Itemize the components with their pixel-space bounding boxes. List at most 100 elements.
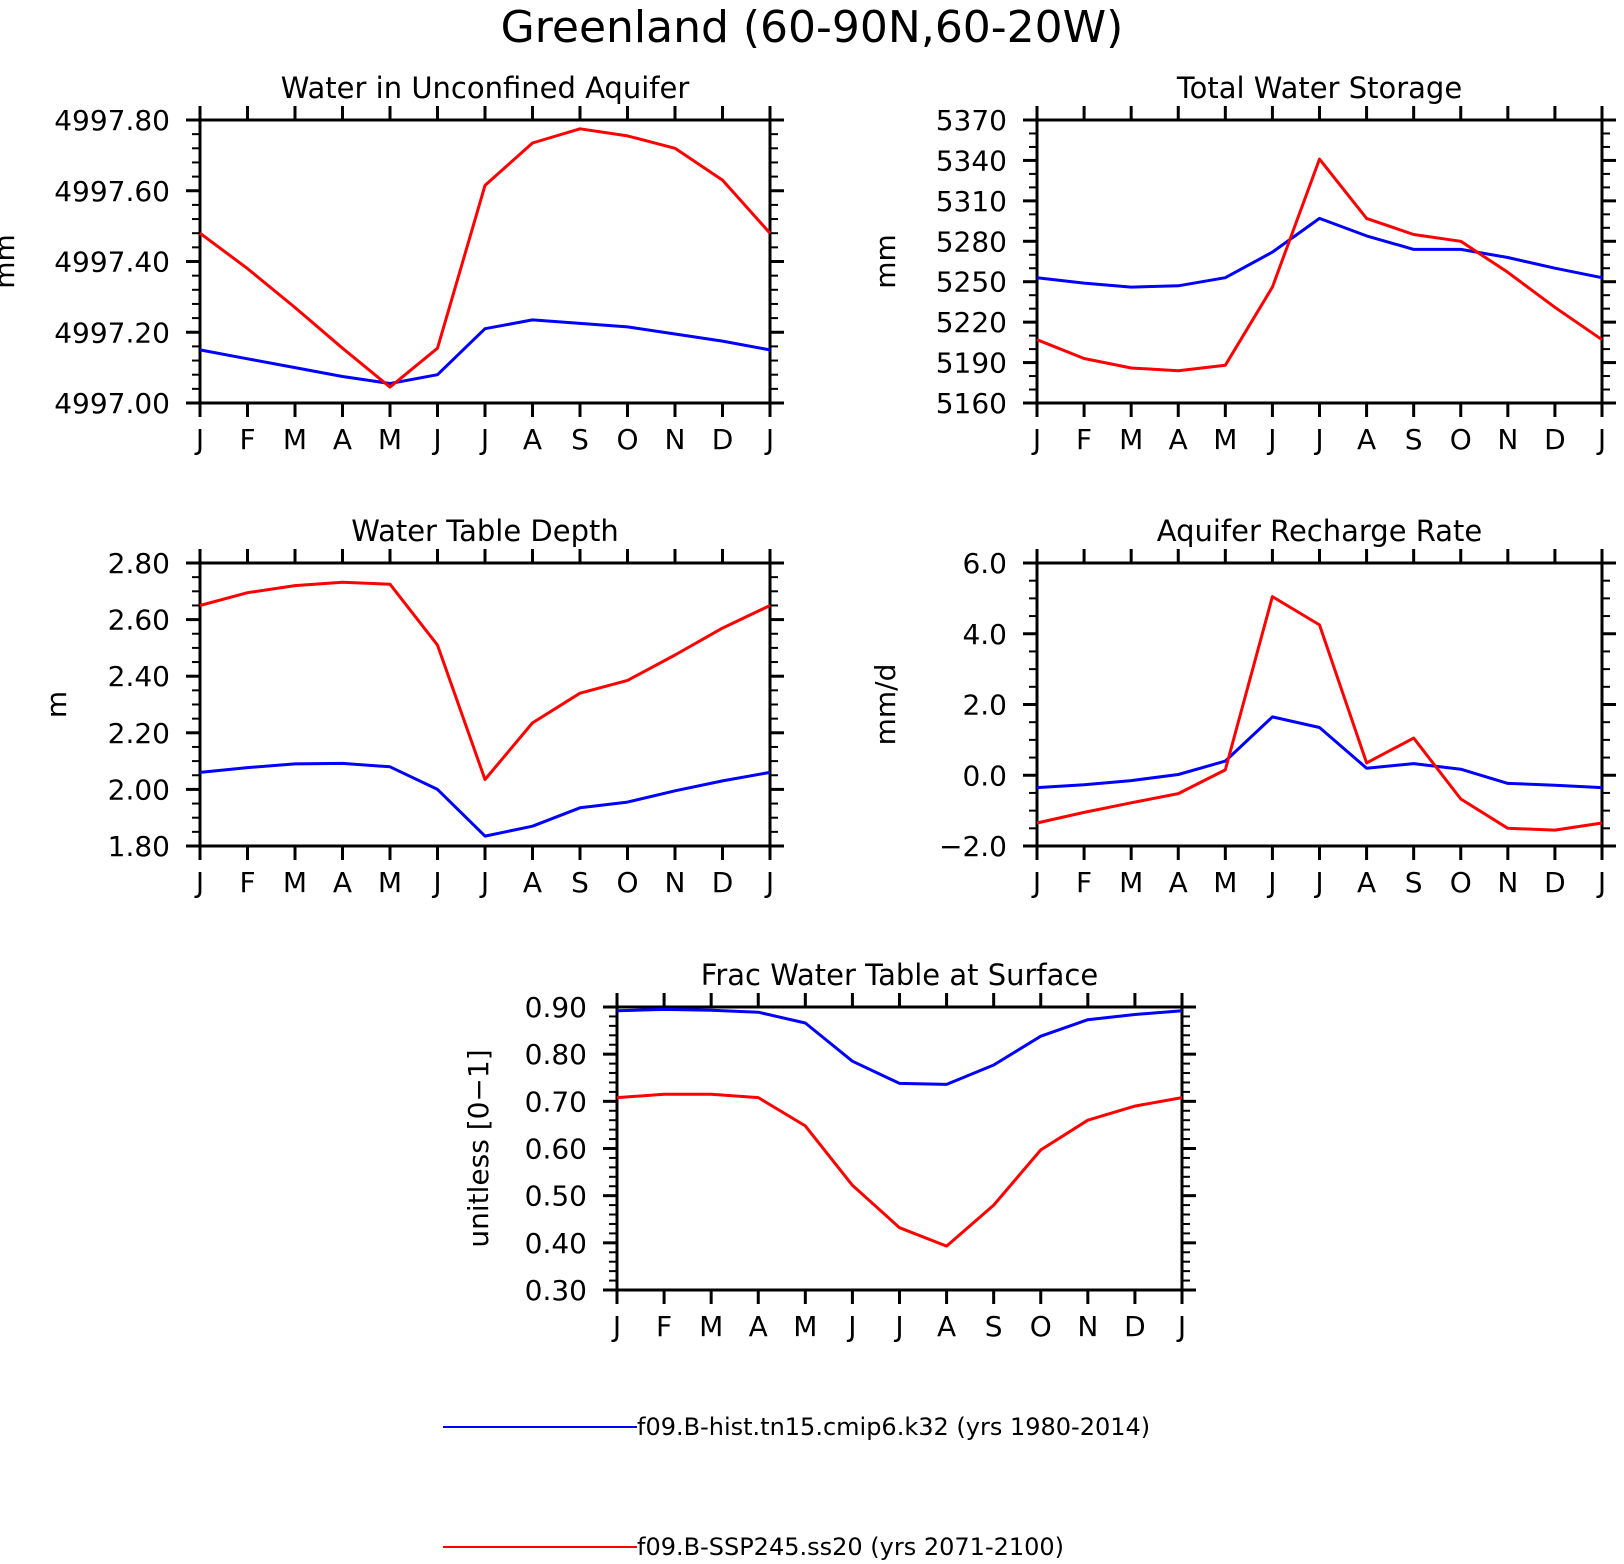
x-tick-label: J [764, 423, 774, 456]
y-tick-label: 4997.00 [54, 387, 170, 420]
y-tick-label: 5160 [936, 387, 1007, 420]
y-tick-label: 2.00 [108, 773, 170, 806]
x-tick-label: D [1124, 1310, 1146, 1343]
x-tick-label: A [1357, 866, 1376, 899]
x-tick-label: D [1544, 423, 1566, 456]
x-tick-label: J [479, 423, 489, 456]
plot-frame [198, 118, 772, 405]
x-tick-label: J [194, 866, 204, 899]
y-tick-label: 0.60 [525, 1133, 587, 1166]
y-tick-label: 2.0 [962, 689, 1007, 722]
panel-1: Water in Unconfined Aquifer 4997.00 4997.2… [0, 71, 784, 456]
y-tick-label: 4997.40 [54, 246, 170, 279]
legend-item-2: f09.B-SSP245.ss20 (yrs 2071-2100) [443, 1533, 1064, 1561]
plot-frame [615, 1005, 1184, 1292]
y-tick-label: 2.20 [108, 717, 170, 750]
x-tick-label: J [1313, 423, 1323, 456]
x-tick-label: J [893, 1310, 903, 1343]
x-tick-label: O [1450, 866, 1472, 899]
x-tick-label: M [699, 1310, 723, 1343]
legend-label: f09.B-SSP245.ss20 (yrs 2071-2100) [637, 1533, 1064, 1561]
x-tick-label: J [431, 423, 441, 456]
y-axis-label: mm [869, 234, 902, 289]
x-tick-label: S [571, 866, 589, 899]
main-title: Greenland (60-90N,60-20W) [501, 2, 1124, 53]
x-tick-label: J [1313, 866, 1323, 899]
x-tick-label: D [712, 866, 734, 899]
panel-title: Total Water Storage [1176, 71, 1462, 105]
x-tick-label: A [937, 1310, 956, 1343]
series-line-ssp [199, 580, 771, 781]
series-line-hist [616, 1007, 1183, 1086]
panel-4: Aquifer Recharge Rate−2.00.02.04.06.0J F M… [869, 514, 1616, 899]
x-tick-label: A [523, 423, 542, 456]
x-tick-label: M [283, 866, 307, 899]
y-tick-label: 0.90 [525, 991, 587, 1024]
y-axis-label: m [40, 691, 73, 718]
x-tick-label: M [1119, 423, 1143, 456]
x-tick-label: F [656, 1310, 672, 1343]
x-tick-label: S [985, 1310, 1003, 1343]
y-tick-label: 6.0 [962, 547, 1007, 580]
x-tick-label: J [479, 866, 489, 899]
x-tick-label: M [793, 1310, 817, 1343]
x-tick-label: F [239, 866, 255, 899]
x-tick-label: S [1405, 423, 1423, 456]
y-tick-label: 0.30 [525, 1274, 587, 1307]
x-tick-label: D [712, 423, 734, 456]
legend-item-1: f09.B-hist.tn15.cmip6.k32 (yrs 1980-2014… [443, 1413, 1150, 1441]
x-tick-label: J [1031, 866, 1041, 899]
x-tick-label: M [1119, 866, 1143, 899]
x-tick-label: A [1357, 423, 1376, 456]
x-tick-label: N [1497, 866, 1518, 899]
x-tick-label: O [616, 423, 638, 456]
y-tick-label: 5310 [936, 185, 1007, 218]
x-tick-label: J [194, 423, 204, 456]
x-tick-label: J [1266, 423, 1276, 456]
series-line-hist [199, 761, 771, 838]
x-tick-label: A [1169, 423, 1188, 456]
x-tick-label: J [1596, 866, 1606, 899]
series-line-hist [1036, 715, 1603, 790]
x-tick-label: A [333, 423, 352, 456]
plot-frame [198, 561, 772, 848]
series-line-ssp [1036, 595, 1603, 832]
legend-label: f09.B-hist.tn15.cmip6.k32 (yrs 1980-2014… [637, 1413, 1150, 1441]
panel-3: Water Table Depth 1.80 2.00 2.20 2.40 2.60 2.8… [40, 514, 784, 899]
x-tick-label: F [239, 423, 255, 456]
y-tick-label: 5250 [936, 266, 1007, 299]
x-tick-label: D [1544, 866, 1566, 899]
panel-title: Aquifer Recharge Rate [1157, 514, 1483, 548]
x-tick-label: F [1076, 423, 1092, 456]
panel-title: Water Table Depth [351, 514, 619, 548]
panel-title: Water in Unconfined Aquifer [281, 71, 690, 105]
x-tick-label: A [523, 866, 542, 899]
y-tick-label: 4997.80 [54, 104, 170, 137]
x-tick-label: O [616, 866, 638, 899]
x-tick-label: J [1031, 423, 1041, 456]
x-tick-label: M [1213, 423, 1237, 456]
x-tick-label: J [846, 1310, 856, 1343]
x-tick-label: M [378, 866, 402, 899]
x-tick-label: J [1266, 866, 1276, 899]
x-tick-label: N [1497, 423, 1518, 456]
series-line-ssp [616, 1092, 1183, 1248]
y-tick-label: 2.80 [108, 547, 170, 580]
x-tick-label: M [1213, 866, 1237, 899]
y-tick-label: 0.40 [525, 1227, 587, 1260]
x-tick-label: J [764, 866, 774, 899]
y-tick-label: 0.80 [525, 1038, 587, 1071]
x-tick-label: N [665, 423, 686, 456]
x-tick-label: F [1076, 866, 1092, 899]
x-tick-label: S [571, 423, 589, 456]
y-tick-label: 4997.20 [54, 316, 170, 349]
legend: f09.B-hist.tn15.cmip6.k32 (yrs 1980-2014… [443, 1413, 1150, 1561]
x-tick-label: O [1450, 423, 1472, 456]
series-line-ssp [1036, 157, 1603, 373]
y-tick-label: 5370 [936, 104, 1007, 137]
y-tick-label: 4997.60 [54, 175, 170, 208]
x-tick-label: S [1405, 866, 1423, 899]
x-tick-label: A [749, 1310, 768, 1343]
x-tick-label: M [378, 423, 402, 456]
